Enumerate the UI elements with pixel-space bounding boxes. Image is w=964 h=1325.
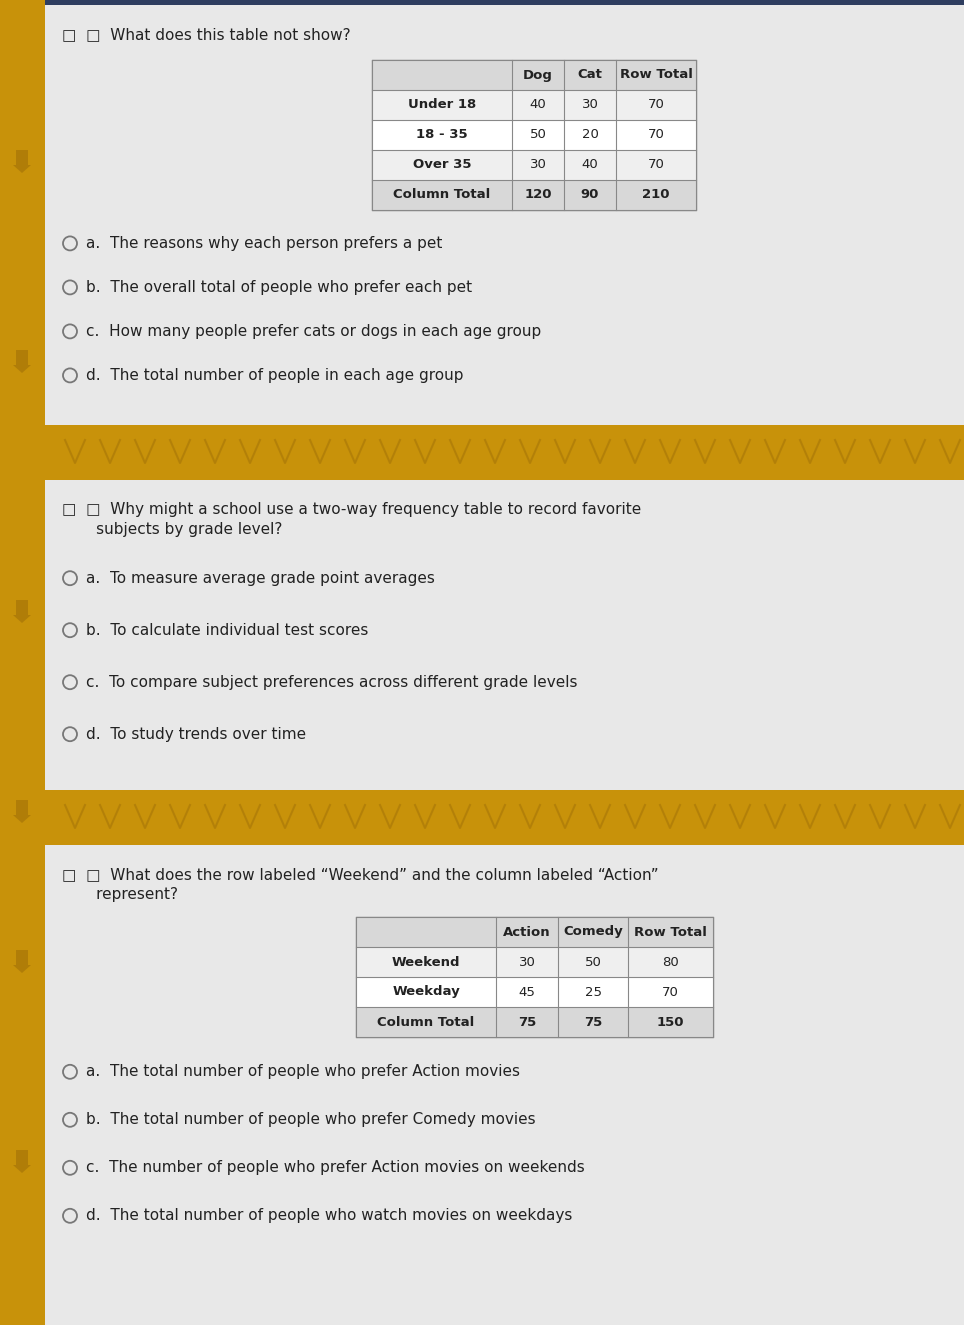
Text: represent?: represent? [62, 886, 178, 902]
Text: Weekend: Weekend [391, 955, 460, 969]
Text: 45: 45 [519, 986, 535, 999]
Text: 70: 70 [648, 98, 664, 111]
FancyArrow shape [13, 800, 31, 823]
Text: □  □  Why might a school use a two-way frequency table to record favorite: □ □ Why might a school use a two-way fre… [62, 502, 641, 517]
Bar [372, 60, 696, 209]
Text: 80: 80 [662, 955, 679, 969]
Text: □  □  What does this table not show?: □ □ What does this table not show? [62, 26, 351, 42]
Text: d.  To study trends over time: d. To study trends over time [86, 726, 307, 742]
Text: b.  The total number of people who prefer Comedy movies: b. The total number of people who prefer… [86, 1112, 536, 1128]
Text: Weekday: Weekday [392, 986, 460, 999]
Text: Action: Action [503, 925, 550, 938]
Bar [45, 480, 964, 790]
Bar [372, 150, 696, 180]
Text: 75: 75 [518, 1015, 536, 1028]
Bar [372, 180, 696, 209]
Text: 30: 30 [519, 955, 535, 969]
Text: 70: 70 [648, 129, 664, 142]
Text: 50: 50 [529, 129, 547, 142]
Text: d.  The total number of people who watch movies on weekdays: d. The total number of people who watch … [86, 1208, 573, 1223]
Bar [45, 425, 964, 480]
Bar [356, 947, 713, 977]
Bar [372, 60, 696, 90]
Text: 30: 30 [529, 159, 547, 171]
Text: 90: 90 [581, 188, 600, 201]
FancyArrow shape [13, 1150, 31, 1173]
Text: subjects by grade level?: subjects by grade level? [62, 522, 282, 537]
Text: □  □  What does the row labeled “Weekend” and the column labeled “Action”: □ □ What does the row labeled “Weekend” … [62, 867, 658, 882]
Bar [372, 90, 696, 121]
Bar [372, 121, 696, 150]
Bar [45, 5, 964, 425]
Text: 120: 120 [524, 188, 551, 201]
Text: a.  To measure average grade point averages: a. To measure average grade point averag… [86, 571, 435, 586]
Text: Row Total: Row Total [620, 69, 692, 82]
FancyArrow shape [13, 600, 31, 623]
FancyArrow shape [13, 950, 31, 973]
Bar [0, 0, 45, 1325]
Text: Row Total: Row Total [634, 925, 707, 938]
Text: Under 18: Under 18 [408, 98, 476, 111]
FancyArrow shape [13, 350, 31, 374]
Text: 70: 70 [662, 986, 679, 999]
Text: c.  The number of people who prefer Action movies on weekends: c. The number of people who prefer Actio… [86, 1161, 585, 1175]
Bar [356, 917, 713, 1037]
Text: b.  To calculate individual test scores: b. To calculate individual test scores [86, 623, 368, 637]
Text: 70: 70 [648, 159, 664, 171]
Text: c.  How many people prefer cats or dogs in each age group: c. How many people prefer cats or dogs i… [86, 323, 541, 339]
Text: b.  The overall total of people who prefer each pet: b. The overall total of people who prefe… [86, 280, 472, 295]
Text: 150: 150 [656, 1015, 684, 1028]
Text: c.  To compare subject preferences across different grade levels: c. To compare subject preferences across… [86, 674, 577, 690]
Text: 75: 75 [584, 1015, 602, 1028]
Text: a.  The reasons why each person prefers a pet: a. The reasons why each person prefers a… [86, 236, 442, 250]
FancyArrow shape [13, 150, 31, 174]
Text: 210: 210 [642, 188, 670, 201]
Text: Over 35: Over 35 [413, 159, 471, 171]
Text: 25: 25 [584, 986, 602, 999]
Text: 40: 40 [581, 159, 599, 171]
Text: a.  The total number of people who prefer Action movies: a. The total number of people who prefer… [86, 1064, 520, 1080]
Text: 50: 50 [584, 955, 602, 969]
Bar [356, 977, 713, 1007]
Bar [356, 1007, 713, 1037]
Text: 40: 40 [529, 98, 547, 111]
Text: Column Total: Column Total [377, 1015, 474, 1028]
Text: 30: 30 [581, 98, 599, 111]
Text: Dog: Dog [523, 69, 553, 82]
Text: 20: 20 [581, 129, 599, 142]
Text: 18 - 35: 18 - 35 [416, 129, 468, 142]
Text: Column Total: Column Total [393, 188, 491, 201]
Text: Comedy: Comedy [563, 925, 623, 938]
Text: Cat: Cat [577, 69, 602, 82]
Bar [45, 790, 964, 845]
Text: d.  The total number of people in each age group: d. The total number of people in each ag… [86, 368, 464, 383]
Bar [45, 845, 964, 1325]
Bar [356, 917, 713, 947]
